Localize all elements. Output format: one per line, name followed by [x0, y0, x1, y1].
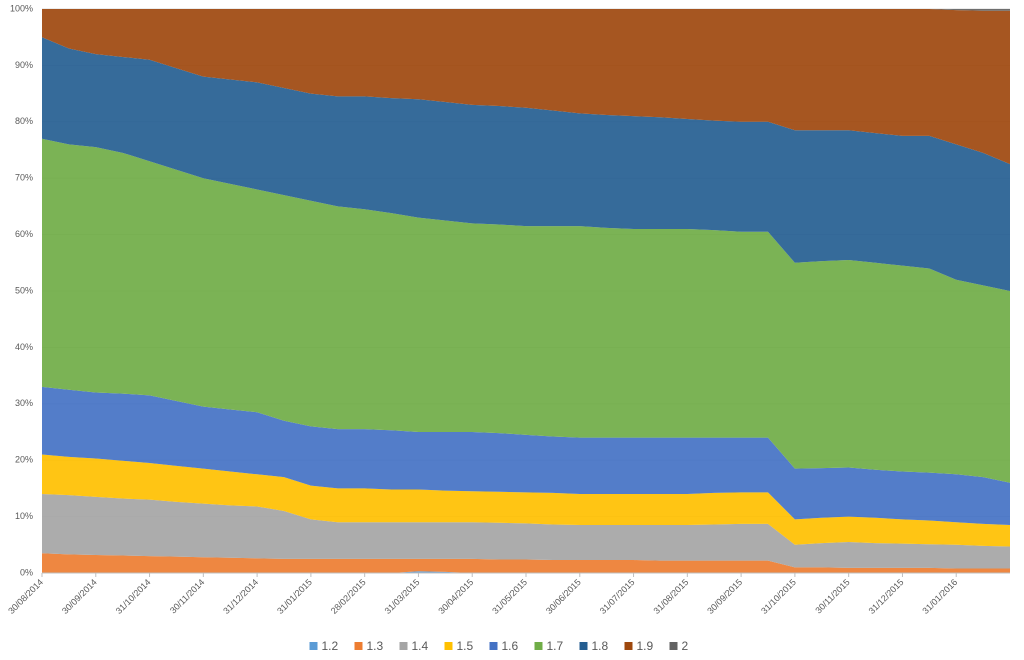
- x-tick-label: 31/01/2016: [920, 577, 959, 616]
- y-tick-label: 30%: [15, 398, 33, 408]
- legend-swatch: [399, 642, 408, 650]
- area: [42, 386, 1010, 526]
- x-tick-label: 30/04/2015: [436, 577, 475, 616]
- legend-label: 1.2: [322, 639, 339, 653]
- y-tick-label: 70%: [15, 173, 33, 183]
- x-tick-label: 30/09/2014: [60, 577, 99, 616]
- legend-swatch: [534, 642, 543, 650]
- y-tick-label: 60%: [15, 229, 33, 239]
- x-tick-label: 28/02/2015: [329, 577, 368, 616]
- x-tick-label: 30/11/2015: [813, 577, 851, 615]
- x-tick-label: 31/08/2015: [652, 577, 691, 616]
- legend-swatch: [489, 642, 498, 650]
- x-tick-label: 31/05/2015: [490, 577, 529, 616]
- y-tick-label: 80%: [15, 116, 33, 126]
- legend-label: 1.9: [637, 639, 654, 653]
- area: [42, 494, 1010, 569]
- y-tick-label: 50%: [15, 285, 33, 295]
- legend-label: 1.7: [547, 639, 564, 653]
- legend-label: 1.8: [592, 639, 609, 653]
- y-tick-label: 20%: [15, 455, 33, 465]
- x-tick-label: 31/12/2014: [221, 577, 260, 616]
- x-tick-label: 30/11/2014: [168, 577, 206, 615]
- x-tick-label: 31/10/2014: [114, 577, 153, 616]
- legend-swatch: [579, 642, 588, 650]
- legend-swatch: [309, 642, 318, 650]
- y-tick-label: 90%: [15, 60, 33, 70]
- x-tick-label: 31/12/2015: [867, 577, 906, 616]
- area: [42, 138, 1010, 483]
- legend-label: 1.3: [367, 639, 384, 653]
- legend-label: 1.5: [457, 639, 474, 653]
- x-tick-label: 31/01/2015: [275, 577, 314, 616]
- area: [42, 37, 1010, 292]
- legend-label: 1.6: [502, 639, 519, 653]
- y-tick-label: 0%: [20, 567, 33, 577]
- y-tick-label: 40%: [15, 342, 33, 352]
- y-tick-label: 10%: [15, 511, 33, 521]
- x-tick-label: 31/10/2015: [759, 577, 798, 616]
- legend-swatch: [624, 642, 633, 650]
- area: [42, 454, 1010, 547]
- area: [42, 9, 1010, 165]
- x-tick-label: 31/03/2015: [383, 577, 422, 616]
- legend-swatch: [444, 642, 453, 650]
- legend-swatch: [669, 642, 678, 650]
- x-tick-label: 30/09/2015: [705, 577, 744, 616]
- legend-label: 1.4: [412, 639, 429, 653]
- x-tick-label: 31/07/2015: [598, 577, 637, 616]
- legend-swatch: [354, 642, 363, 650]
- legend-label: 2: [682, 639, 689, 653]
- y-tick-label: 100%: [10, 3, 33, 13]
- area: [42, 553, 1010, 573]
- x-tick-label: 30/08/2014: [6, 577, 45, 616]
- x-tick-label: 30/06/2015: [544, 577, 583, 616]
